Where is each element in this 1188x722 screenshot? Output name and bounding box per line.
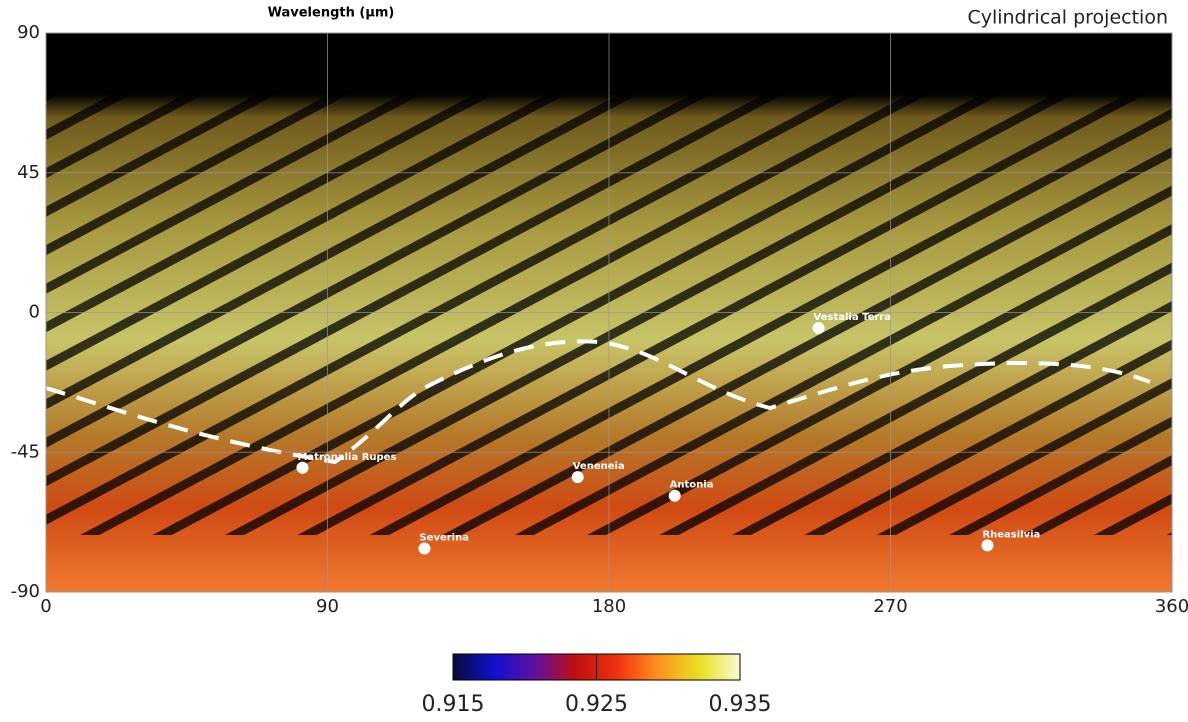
title: Wavelength (μm) bbox=[268, 6, 395, 21]
landmark-point bbox=[571, 471, 584, 484]
landmark-point bbox=[812, 322, 825, 335]
x-tick-label: 180 bbox=[592, 596, 626, 617]
colorbar-tick-label: 0.935 bbox=[709, 692, 772, 717]
x-tick-label: 90 bbox=[316, 596, 339, 617]
landmark-label: Vestalia Terra bbox=[814, 312, 891, 323]
x-tick-label: 0 bbox=[40, 596, 51, 617]
x-tick-label: 270 bbox=[873, 596, 907, 617]
colorbar-tick-label: 0.915 bbox=[422, 692, 485, 717]
y-tick-label: 45 bbox=[17, 162, 40, 183]
landmark-point bbox=[296, 461, 309, 474]
y-tick-label: -45 bbox=[11, 441, 40, 462]
landmark-label: Veneneia bbox=[573, 461, 625, 472]
landmark-point bbox=[981, 539, 994, 552]
landmark-label: Matronalia Rupes bbox=[297, 452, 396, 463]
landmark-label: Severina bbox=[419, 533, 469, 544]
x-tick-label: 360 bbox=[1155, 596, 1188, 617]
y-tick-label: 90 bbox=[17, 22, 40, 43]
landmark-point bbox=[668, 489, 681, 502]
landmark-point bbox=[418, 542, 431, 555]
landmark-label: Rheasilvia bbox=[982, 529, 1040, 540]
colorbar-tick-label: 0.925 bbox=[565, 692, 628, 717]
landmark-label: Antonia bbox=[670, 480, 714, 491]
projection-label: Cylindrical projection bbox=[967, 7, 1168, 29]
y-tick-label: 0 bbox=[29, 302, 40, 323]
y-tick-label: -90 bbox=[11, 581, 40, 602]
